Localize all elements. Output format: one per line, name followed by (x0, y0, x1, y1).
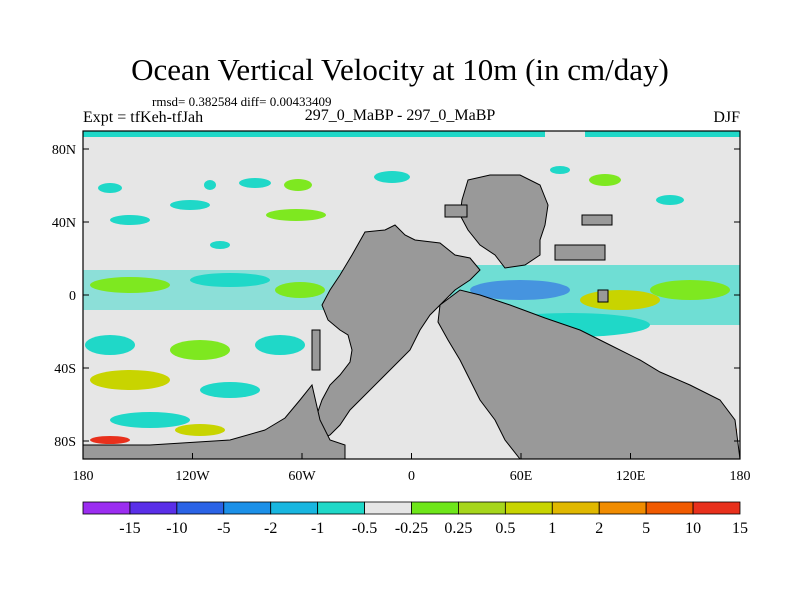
y-tick-0: 0 (69, 289, 76, 304)
colorbar-label: 0.5 (495, 520, 515, 537)
land-masses (82, 174, 741, 460)
colorbar-swatch (82, 501, 131, 515)
colorbar-label: 1 (548, 520, 556, 537)
x-axis: 180 120W 60W 0 60E 120E 180 (73, 453, 751, 484)
colorbar-swatch (504, 501, 553, 515)
experiment-label: Expt = tfKeh-tfJah (83, 109, 204, 126)
colorbar: -15 -10 -5 -2 -1 -0.5 -0.25 0.25 0.5 1 2 5 10 15 (82, 501, 748, 537)
colorbar-label: -10 (166, 520, 187, 537)
colorbar-label: 10 (685, 520, 701, 537)
x-tick-180w: 180 (73, 469, 94, 484)
colorbar-swatch (598, 501, 647, 515)
colorbar-swatch (223, 501, 272, 515)
colorbar-swatch (692, 501, 741, 515)
velocity-patches (83, 166, 740, 444)
americas-land (309, 224, 481, 441)
colorbar-swatch (458, 501, 506, 515)
southern-land (82, 383, 346, 460)
arctic-band-gap (545, 131, 585, 137)
x-tick-120e: 120E (616, 469, 646, 484)
colorbar-swatch (551, 501, 600, 515)
colorbar-label: 0.25 (444, 520, 472, 537)
colorbar-label: -5 (217, 520, 230, 537)
x-tick-180e: 180 (730, 469, 751, 484)
x-tick-60w: 60W (288, 469, 316, 484)
experiments-label: 297_0_MaBP - 297_0_MaBP (304, 107, 496, 124)
season-label: DJF (713, 109, 740, 126)
eurasia-land (459, 174, 549, 269)
island-4 (597, 289, 609, 303)
colorbar-label: -0.25 (395, 520, 428, 537)
colorbar-label: -15 (119, 520, 140, 537)
island-1 (581, 214, 613, 226)
y-axis: 80N 40N 0 40S 80S (52, 143, 740, 450)
arctic-band (83, 131, 740, 137)
x-tick-120w: 120W (175, 469, 210, 484)
plot-title: Ocean Vertical Velocity at 10m (in cm/da… (131, 52, 669, 87)
colorbar-swatch (270, 501, 319, 515)
colorbar-swatch (317, 501, 365, 515)
y-tick-40n: 40N (52, 216, 76, 231)
island-2 (554, 244, 606, 261)
colorbar-swatch (411, 501, 459, 515)
y-tick-40s: 40S (54, 362, 76, 377)
colorbar-label: -0.5 (352, 520, 377, 537)
colorbar-label: -1 (311, 520, 324, 537)
colorbar-swatch (176, 501, 225, 515)
island-5 (311, 329, 321, 371)
y-tick-80n: 80N (52, 143, 76, 158)
stats-line: rmsd= 0.382584 diff= 0.00433409 (152, 94, 332, 109)
asia-land (437, 289, 741, 460)
colorbar-swatch (364, 501, 412, 515)
colorbar-swatch (645, 501, 694, 515)
colorbar-swatch (129, 501, 178, 515)
y-tick-80s: 80S (54, 435, 76, 450)
colorbar-label: -2 (264, 520, 277, 537)
x-tick-0: 0 (408, 469, 415, 484)
island-3 (444, 204, 468, 218)
colorbar-label: 2 (595, 520, 603, 537)
x-tick-60e: 60E (510, 469, 533, 484)
colorbar-label: 5 (642, 520, 650, 537)
colorbar-label: 15 (732, 520, 748, 537)
